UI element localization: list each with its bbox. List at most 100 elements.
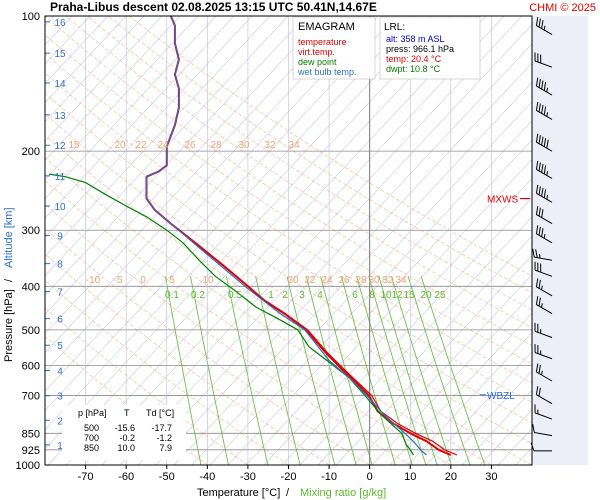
diagonal-gridline <box>425 351 532 465</box>
mixing-ratio-label: 4 <box>317 290 323 301</box>
wind-barb <box>535 77 553 96</box>
x-axis-label-2: Mixing ratio [g/kg] <box>300 487 386 499</box>
stats-row-500-td: -17.7 <box>151 423 172 433</box>
wind-barb-flag <box>541 187 544 197</box>
altitude-label: 10 <box>54 202 66 213</box>
wind-barb-flag <box>543 106 547 116</box>
wind-barb-half <box>546 112 548 117</box>
adiabat-label: 20 <box>287 275 299 286</box>
mixing-ratio-label: 15 <box>403 290 415 301</box>
wind-panel <box>532 16 588 465</box>
wind-barb-flag <box>538 207 541 217</box>
wind-barb <box>535 101 553 120</box>
x-tick-label: -50 <box>159 471 175 483</box>
dry-adiabat <box>107 16 532 294</box>
diagonal-gridline <box>45 16 199 181</box>
mixing-ratio-line <box>190 276 229 465</box>
wind-barb-flag <box>538 79 541 88</box>
wind-barb-flag <box>538 18 541 28</box>
wind-barb-flag <box>538 103 541 113</box>
mixing-ratio-label: 0.1 <box>165 290 179 301</box>
altitude-label: 15 <box>54 49 66 60</box>
wind-barb-flag <box>541 228 544 237</box>
diagonal-gridline <box>45 16 127 104</box>
mixing-ratio-label: 0.5 <box>228 290 242 301</box>
series-dew-point <box>49 173 415 456</box>
mixing-ratio-label: 10 <box>380 290 392 301</box>
wind-barb <box>535 225 553 244</box>
mixing-ratio-line <box>340 276 396 465</box>
adiabat-label: 24 <box>321 275 333 286</box>
dry-adiabat <box>45 336 208 465</box>
diagonal-gridline <box>137 43 532 465</box>
dry-adiabat <box>45 16 532 346</box>
mixing-ratio-label: 0.2 <box>191 290 205 301</box>
mixing-ratio-label: 2 <box>282 290 288 301</box>
lrl-temperature: temp: 20.4 °C <box>386 54 442 64</box>
wind-barb-flag <box>532 423 535 433</box>
stats-row-850-p: 850 <box>84 443 99 453</box>
diagonal-gridline <box>45 16 181 161</box>
lrl-pressure: press: 966.1 hPa <box>386 44 454 54</box>
wind-barb-half <box>546 195 548 200</box>
wind-barb-flag <box>535 249 538 258</box>
diagonal-gridline <box>191 101 532 465</box>
adiabat-label: 22 <box>135 140 147 151</box>
stats-row-850-t: 10.0 <box>117 443 135 453</box>
adiabat-label: 26 <box>338 275 350 286</box>
diagonal-gridline <box>45 16 325 315</box>
adiabat-label: 28 <box>210 140 222 151</box>
diagonal-gridline <box>245 158 532 465</box>
wind-barb-flag <box>538 279 541 289</box>
diagonal-gridline <box>443 370 532 465</box>
pressure-tick-label: 500 <box>22 325 40 337</box>
adiabat-label: 20 <box>114 140 126 151</box>
mixing-ratio-label: 3 <box>299 290 305 301</box>
wind-barb-half <box>541 303 543 308</box>
mixing-ratio-label: 1 <box>268 290 274 301</box>
wind-barb-flag <box>535 363 539 373</box>
altitude-label: 12 <box>54 141 66 152</box>
wind-barb <box>535 386 553 405</box>
legend-temperature: temperature <box>298 37 347 47</box>
wind-barb-flag <box>543 82 547 91</box>
diagonal-gridline <box>45 16 145 123</box>
adiabat-label: -5 <box>114 275 123 286</box>
stats-row-850-td: 7.9 <box>159 443 172 453</box>
adiabat-label: 5 <box>169 275 175 286</box>
legend-virt-temp: virt.temp. <box>298 47 335 57</box>
stats-header-p: p [hPa] <box>78 408 107 418</box>
pressure-tick-label: 400 <box>22 281 40 293</box>
diagonal-gridline <box>83 16 505 465</box>
x-tick-label: -10 <box>321 471 337 483</box>
mixing-ratio-label: 25 <box>434 290 446 301</box>
altitude-label: 6 <box>57 315 63 326</box>
mixing-ratio-line <box>164 276 202 465</box>
mixing-ratio-line <box>407 276 471 465</box>
mixing-ratio-line <box>368 276 427 465</box>
y-axis-title: Pressure [hPa] / Altitude [km] <box>3 207 15 362</box>
diagonal-gridline <box>45 16 253 238</box>
x-tick-label: 0 <box>367 471 373 483</box>
wind-barb <box>534 404 553 420</box>
dry-adiabat <box>45 34 532 365</box>
diagonal-gridline <box>45 16 433 431</box>
wind-barb <box>534 52 553 68</box>
dry-adiabat <box>45 53 532 384</box>
altitude-label: 5 <box>57 341 63 352</box>
diagonal-gridline <box>45 16 361 354</box>
stats-table-bg <box>62 405 186 460</box>
wind-barb-staff <box>534 60 553 68</box>
pressure-tick-label: 700 <box>22 390 40 402</box>
diagonal-gridline <box>45 16 343 334</box>
wind-barb-flag <box>532 248 535 258</box>
x-tick-label: -70 <box>78 471 94 483</box>
dry-adiabat <box>45 135 532 465</box>
wind-barb-flag <box>538 162 541 171</box>
adiabat-label: 32 <box>382 275 394 286</box>
x-axis-title: Temperature [°C] / Mixing ratio [g/kg] <box>197 487 386 499</box>
diagonal-gridline <box>209 120 532 465</box>
x-tick-label: -30 <box>240 471 256 483</box>
wind-barb-half <box>538 253 541 259</box>
wind-barb-half <box>543 25 546 31</box>
